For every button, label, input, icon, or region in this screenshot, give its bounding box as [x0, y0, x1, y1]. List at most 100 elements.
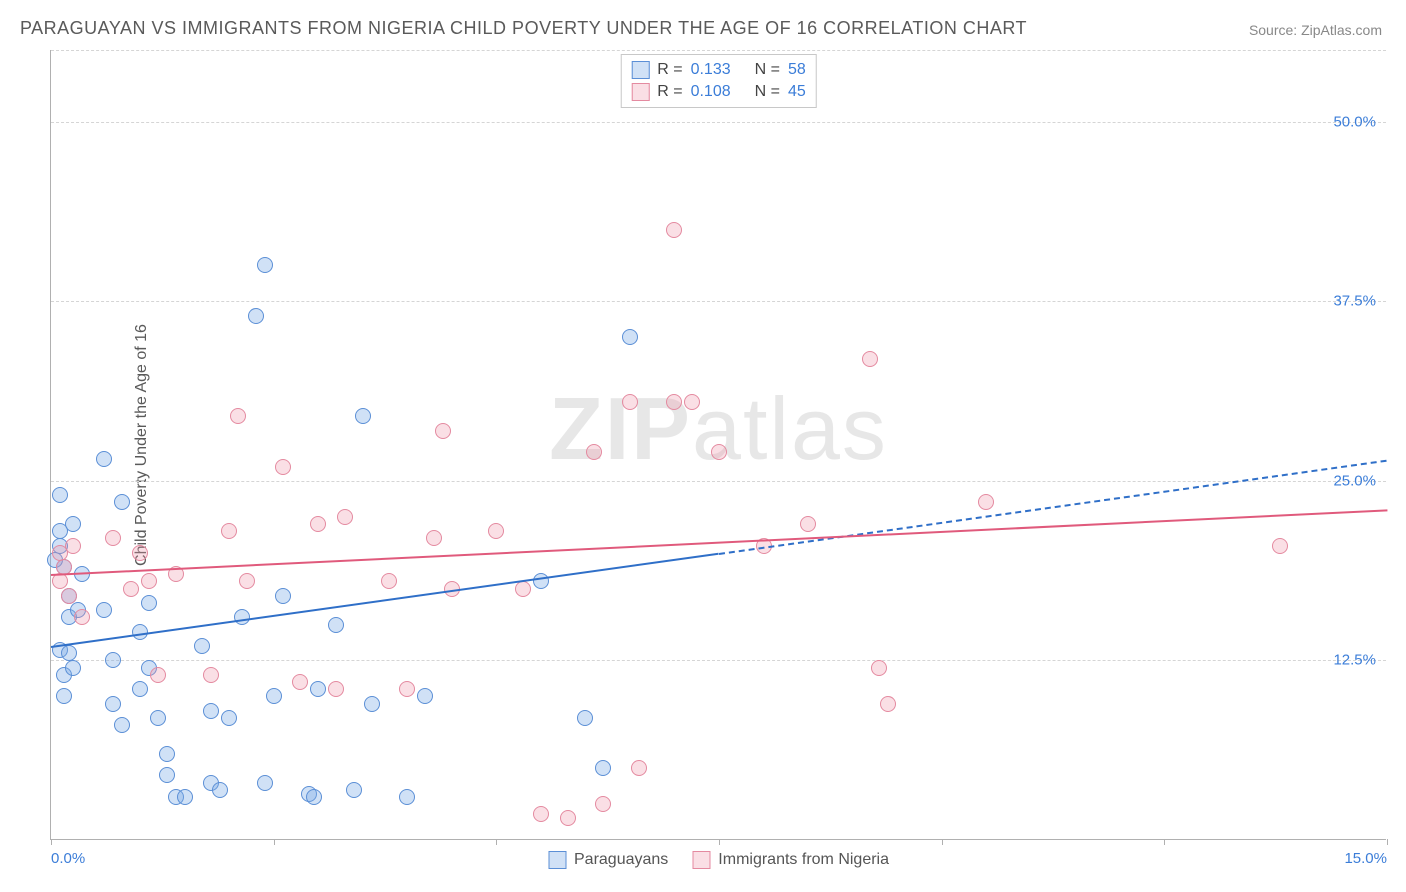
scatter-point-nigeria: [533, 806, 549, 822]
scatter-point-nigeria: [328, 681, 344, 697]
scatter-point-paraguayans: [150, 710, 166, 726]
scatter-point-paraguayans: [257, 257, 273, 273]
bottom-legend: Paraguayans Immigrants from Nigeria: [548, 851, 889, 869]
scatter-point-paraguayans: [132, 681, 148, 697]
source-attribution: Source: ZipAtlas.com: [1249, 22, 1382, 38]
scatter-point-nigeria: [880, 696, 896, 712]
r-value-paraguayans: 0.133: [691, 61, 731, 79]
legend-item-nigeria: Immigrants from Nigeria: [692, 851, 889, 869]
gridline: [51, 301, 1386, 302]
x-tick: [274, 839, 275, 845]
scatter-point-paraguayans: [203, 703, 219, 719]
scatter-point-paraguayans: [96, 451, 112, 467]
gridline: [51, 660, 1386, 661]
scatter-point-paraguayans: [105, 696, 121, 712]
x-tick: [51, 839, 52, 845]
swatch-paraguayans: [631, 61, 649, 79]
scatter-point-paraguayans: [257, 775, 273, 791]
chart-title: PARAGUAYAN VS IMMIGRANTS FROM NIGERIA CH…: [20, 18, 1027, 39]
scatter-point-paraguayans: [65, 660, 81, 676]
source-value: ZipAtlas.com: [1301, 22, 1382, 38]
scatter-point-nigeria: [230, 408, 246, 424]
n-value-nigeria: 45: [788, 83, 806, 101]
scatter-point-paraguayans: [56, 688, 72, 704]
y-tick-label: 25.0%: [1333, 472, 1376, 489]
y-tick-label: 50.0%: [1333, 113, 1376, 130]
x-tick: [942, 839, 943, 845]
scatter-point-nigeria: [435, 423, 451, 439]
stats-row-paraguayans: R = 0.133 N = 58: [631, 59, 806, 81]
x-tick: [1387, 839, 1388, 845]
scatter-point-nigeria: [275, 459, 291, 475]
scatter-point-paraguayans: [622, 329, 638, 345]
scatter-point-nigeria: [586, 444, 602, 460]
y-axis-title: Child Poverty Under the Age of 16: [133, 324, 151, 566]
scatter-point-nigeria: [684, 394, 700, 410]
scatter-point-nigeria: [337, 509, 353, 525]
n-value-paraguayans: 58: [788, 61, 806, 79]
legend-label-paraguayans: Paraguayans: [574, 851, 668, 869]
stats-row-nigeria: R = 0.108 N = 45: [631, 81, 806, 103]
legend-label-nigeria: Immigrants from Nigeria: [718, 851, 889, 869]
swatch-nigeria: [631, 83, 649, 101]
scatter-point-nigeria: [711, 444, 727, 460]
gridline: [51, 122, 1386, 123]
watermark-atlas: atlas: [692, 379, 888, 478]
scatter-point-nigeria: [399, 681, 415, 697]
r-value-nigeria: 0.108: [691, 83, 731, 101]
scatter-point-nigeria: [292, 674, 308, 690]
scatter-point-nigeria: [150, 667, 166, 683]
scatter-point-paraguayans: [417, 688, 433, 704]
y-tick-label: 12.5%: [1333, 652, 1376, 669]
scatter-point-paraguayans: [399, 789, 415, 805]
legend-swatch-paraguayans: [548, 851, 566, 869]
scatter-point-paraguayans: [52, 487, 68, 503]
scatter-point-paraguayans: [114, 494, 130, 510]
scatter-point-paraguayans: [159, 746, 175, 762]
scatter-point-nigeria: [105, 530, 121, 546]
scatter-point-paraguayans: [114, 717, 130, 733]
stats-legend-box: R = 0.133 N = 58 R = 0.108 N = 45: [620, 54, 817, 108]
scatter-point-nigeria: [74, 609, 90, 625]
scatter-point-nigeria: [141, 573, 157, 589]
scatter-point-nigeria: [310, 516, 326, 532]
scatter-point-paraguayans: [52, 523, 68, 539]
source-label: Source:: [1249, 22, 1297, 38]
scatter-point-nigeria: [862, 351, 878, 367]
scatter-point-nigeria: [239, 573, 255, 589]
scatter-point-nigeria: [978, 494, 994, 510]
scatter-point-paraguayans: [177, 789, 193, 805]
scatter-point-nigeria: [1272, 538, 1288, 554]
trend-line: [51, 510, 1387, 577]
scatter-point-paraguayans: [275, 588, 291, 604]
scatter-point-paraguayans: [96, 602, 112, 618]
scatter-point-nigeria: [560, 810, 576, 826]
scatter-point-nigeria: [65, 538, 81, 554]
scatter-point-paraguayans: [310, 681, 326, 697]
scatter-point-paraguayans: [364, 696, 380, 712]
scatter-point-nigeria: [666, 394, 682, 410]
scatter-point-paraguayans: [212, 782, 228, 798]
scatter-point-paraguayans: [328, 617, 344, 633]
scatter-point-nigeria: [221, 523, 237, 539]
scatter-point-paraguayans: [355, 408, 371, 424]
x-tick-label: 0.0%: [51, 850, 85, 867]
scatter-point-nigeria: [52, 573, 68, 589]
scatter-plot-area: Child Poverty Under the Age of 16 ZIPatl…: [50, 50, 1386, 840]
scatter-point-paraguayans: [577, 710, 593, 726]
scatter-point-paraguayans: [306, 789, 322, 805]
scatter-point-nigeria: [488, 523, 504, 539]
scatter-point-paraguayans: [595, 760, 611, 776]
scatter-point-nigeria: [426, 530, 442, 546]
scatter-point-nigeria: [800, 516, 816, 532]
scatter-point-paraguayans: [141, 595, 157, 611]
scatter-point-paraguayans: [266, 688, 282, 704]
x-tick: [719, 839, 720, 845]
legend-item-paraguayans: Paraguayans: [548, 851, 668, 869]
x-tick: [496, 839, 497, 845]
scatter-point-nigeria: [61, 588, 77, 604]
scatter-point-nigeria: [123, 581, 139, 597]
r-label: R =: [657, 61, 682, 79]
scatter-point-nigeria: [871, 660, 887, 676]
y-tick-label: 37.5%: [1333, 293, 1376, 310]
